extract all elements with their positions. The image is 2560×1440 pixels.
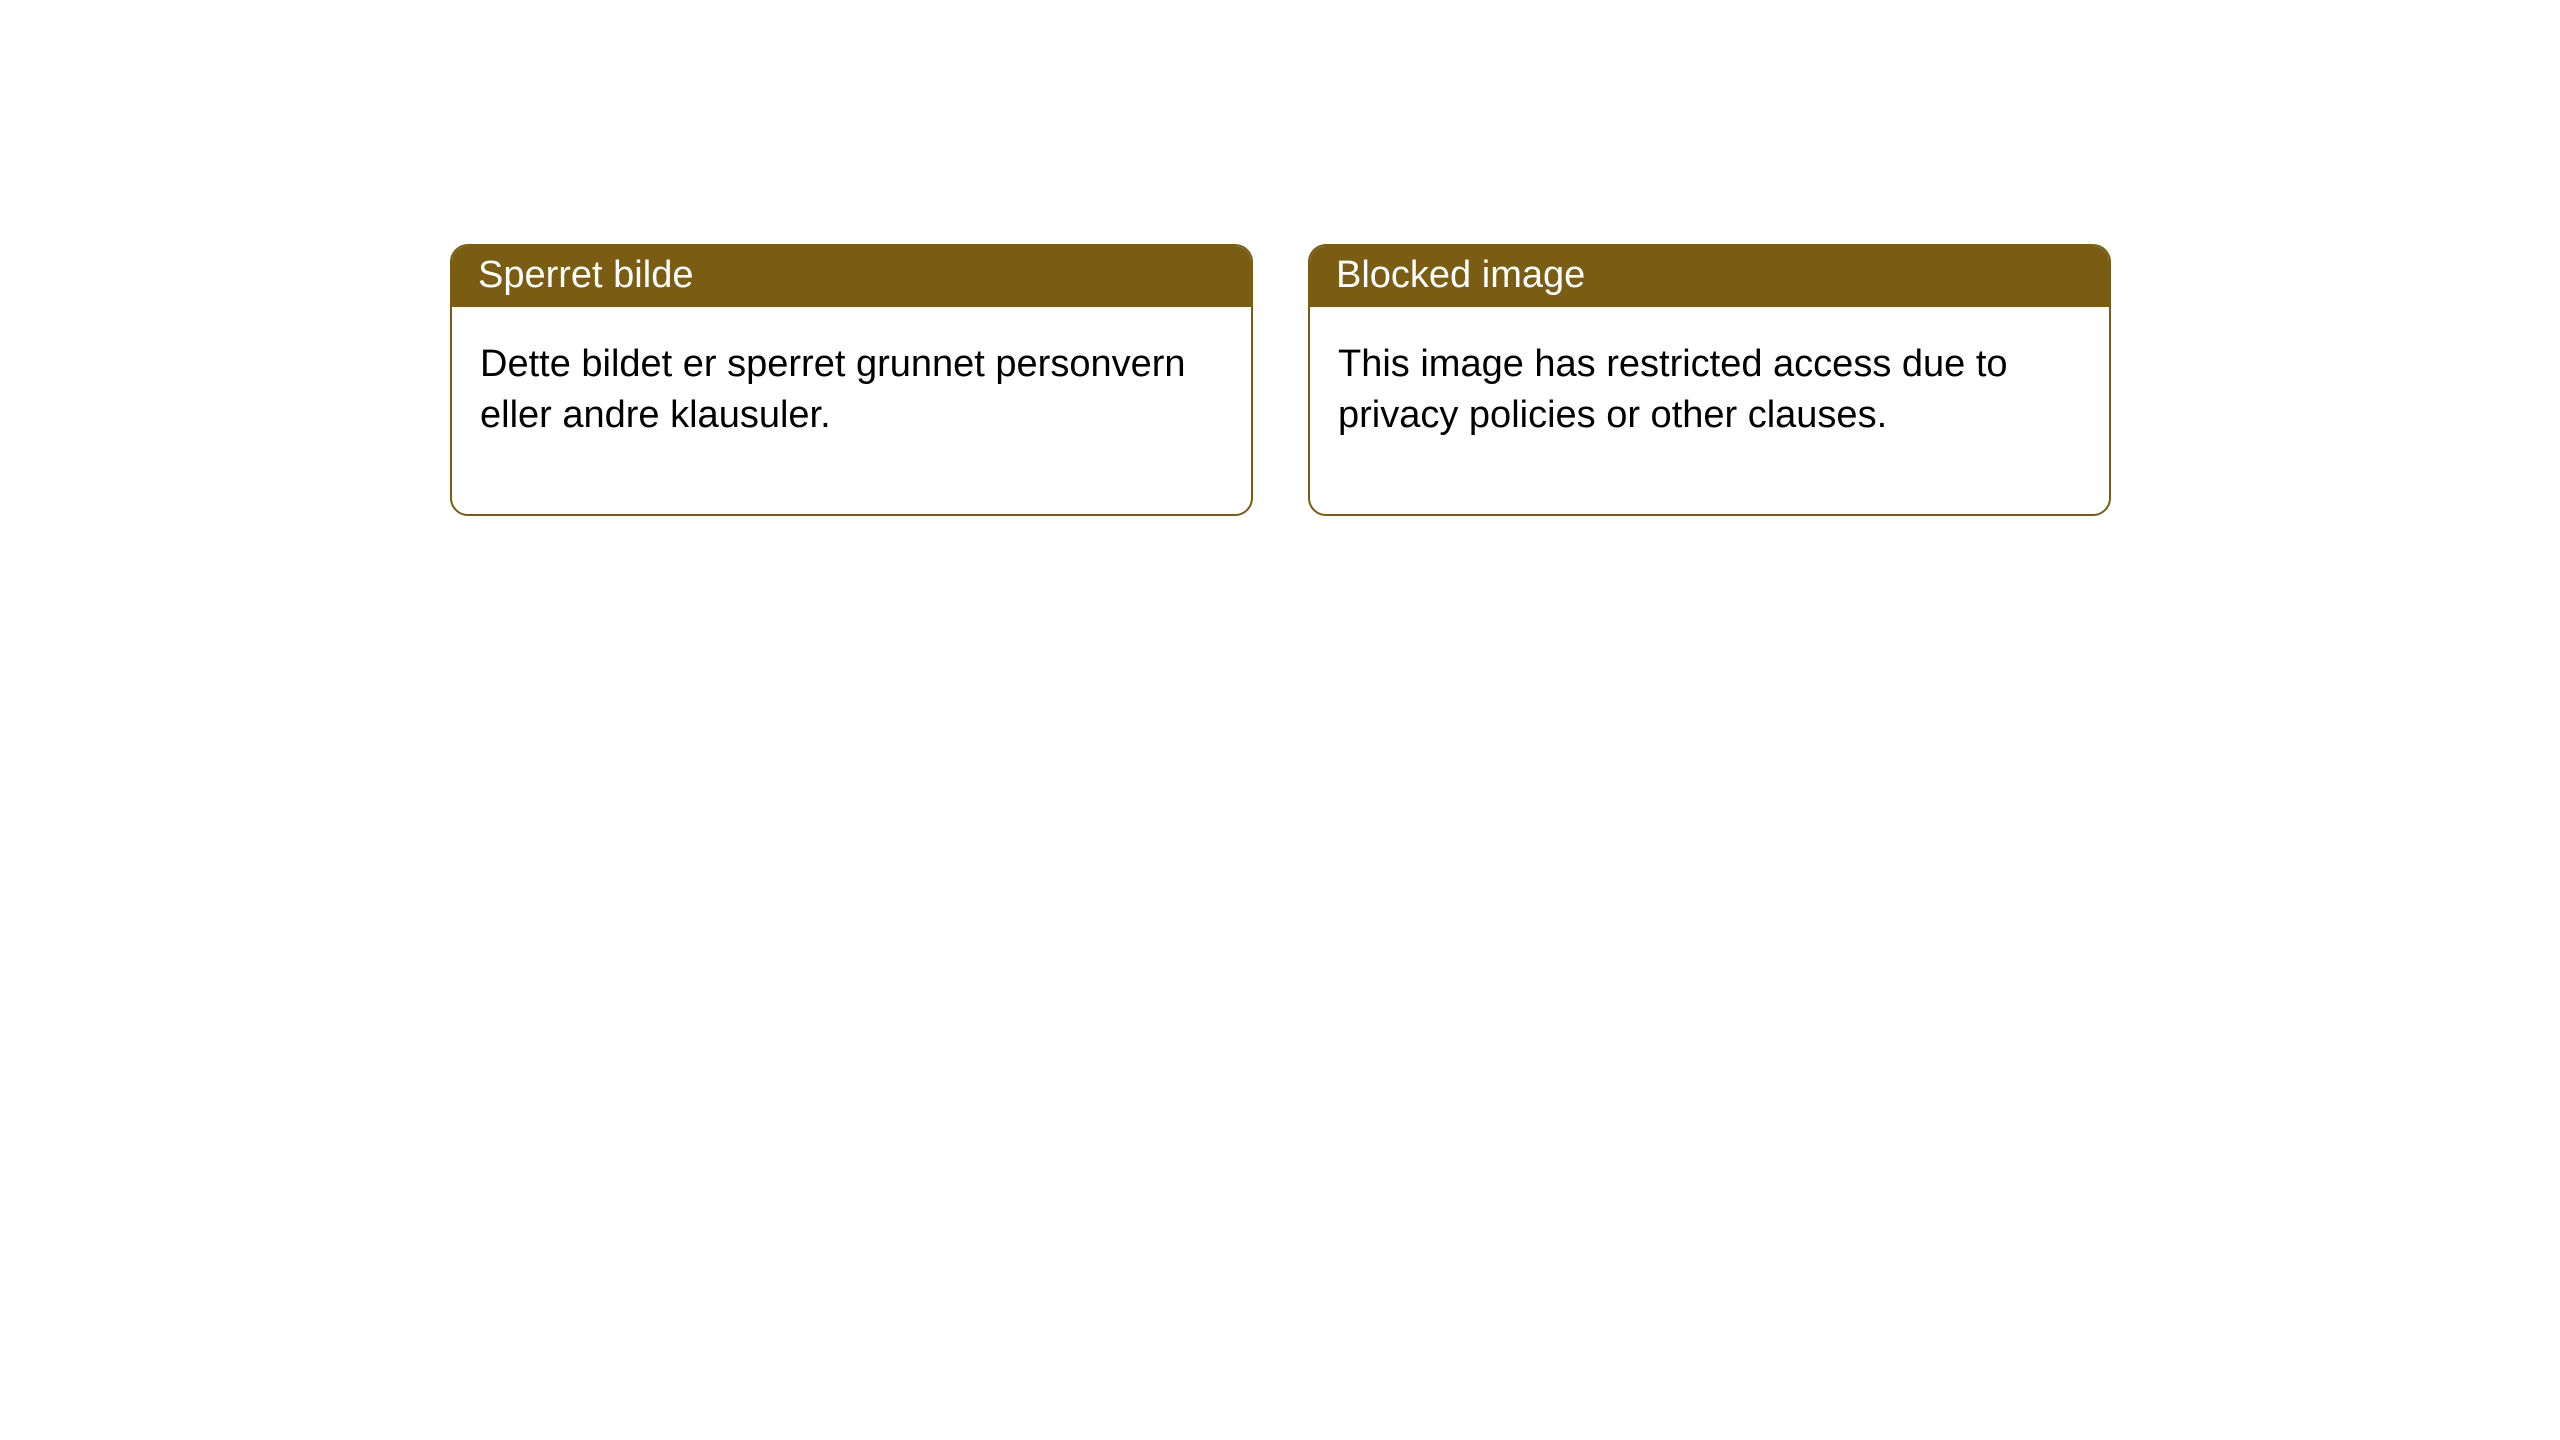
card-norwegian: Sperret bilde Dette bildet er sperret gr… <box>450 244 1253 516</box>
card-body-english: This image has restricted access due to … <box>1310 307 2109 514</box>
card-header-english: Blocked image <box>1310 246 2109 307</box>
card-english: Blocked image This image has restricted … <box>1308 244 2111 516</box>
notice-cards-container: Sperret bilde Dette bildet er sperret gr… <box>0 0 2560 516</box>
card-body-norwegian: Dette bildet er sperret grunnet personve… <box>452 307 1251 514</box>
card-header-norwegian: Sperret bilde <box>452 246 1251 307</box>
